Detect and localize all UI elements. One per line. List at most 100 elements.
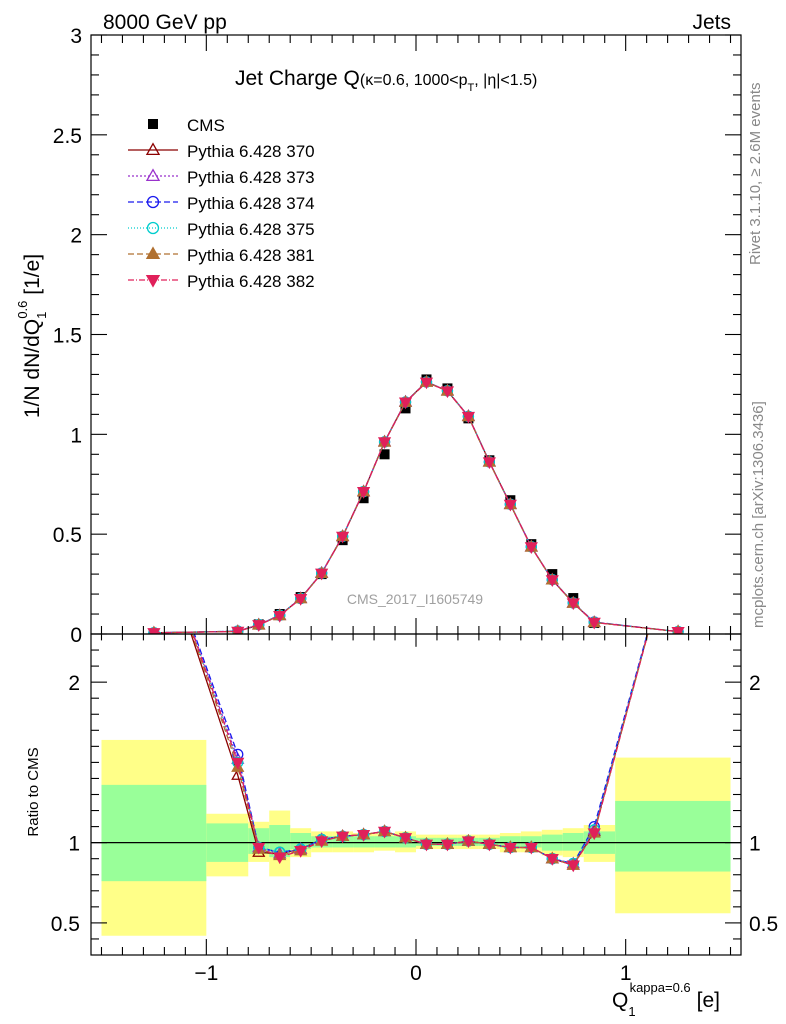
ratio-panel-frame xyxy=(90,633,742,956)
series-point-pythia-6-428-382-7 xyxy=(356,486,371,499)
band-inner-7 xyxy=(353,836,375,848)
ratio-point-pythia-6-428-382-2 xyxy=(252,842,266,855)
ratio-ylabel: Ratio to CMS xyxy=(25,747,42,836)
ylabel-main-text: 1/N dN/dQ xyxy=(21,319,44,418)
legend-label-pythia-6-428-381: Pythia 6.428 381 xyxy=(187,246,315,265)
legend-marker-pythia-6-428-374 xyxy=(146,195,160,209)
x-axis-label: Q1 kappa=0.6 [e] xyxy=(612,980,720,1019)
xlabel-unit: [e] xyxy=(697,989,720,1012)
ratio-point-pythia-6-428-382-13 xyxy=(482,839,497,852)
y-tick-label-main: 1.5 xyxy=(53,325,82,348)
y-tick-label-ratio-left: 0.5 xyxy=(51,913,80,936)
ratio-point-pythia-6-428-382-11 xyxy=(440,839,455,852)
band-inner-17 xyxy=(562,833,584,851)
ratio-point-pythia-6-428-382-9 xyxy=(398,833,413,845)
ratio-point-pythia-6-428-382-8 xyxy=(377,826,392,839)
ratio-point-pythia-6-428-382-5 xyxy=(315,836,329,849)
ratio-point-pythia-6-428-382-18 xyxy=(587,828,601,841)
series-point-pythia-6-428-382-2 xyxy=(252,620,266,632)
series-point-pythia-6-428-382-13 xyxy=(482,457,497,470)
series-point-pythia-6-428-382-4 xyxy=(294,594,308,606)
ratio-point-pythia-6-428-382-6 xyxy=(335,831,350,844)
ratio-point-pythia-6-428-382-4 xyxy=(294,846,308,858)
series-point-pythia-6-428-382-5 xyxy=(315,568,329,581)
series-point-pythia-6-428-382-16 xyxy=(545,575,559,587)
ratio-point-pythia-6-428-382-14 xyxy=(503,842,517,855)
y-tick-label-ratio-left: 1 xyxy=(68,833,80,856)
ylabel-main-unit: [1/e] xyxy=(21,254,44,301)
mcplots-label: mcplots.cern.ch [arXiv:1306.3436] xyxy=(750,401,767,628)
series-point-pythia-6-428-382-6 xyxy=(335,531,350,544)
y-tick-label-ratio-right: 0.5 xyxy=(749,913,778,936)
band-inner-4 xyxy=(290,833,312,850)
axis-ticks xyxy=(91,34,741,955)
ylabel-main-sub: 1 xyxy=(34,312,49,319)
legend-label-pythia-6-428-382: Pythia 6.428 382 xyxy=(187,272,315,291)
band-inner-19 xyxy=(615,800,731,872)
band-inner-0 xyxy=(101,784,207,882)
y-tick-label-main: 2 xyxy=(70,225,82,248)
ratio-point-pythia-6-428-382-15 xyxy=(524,842,538,855)
series-point-pythia-6-428-382-19 xyxy=(671,626,685,634)
ratio-point-pythia-6-428-382-12 xyxy=(461,836,476,849)
legend-marker-pythia-6-428-370 xyxy=(145,142,161,156)
header-jets: Jets xyxy=(692,11,731,34)
series-point-pythia-6-428-382-1 xyxy=(231,626,245,634)
series-point-pythia-6-428-382-9 xyxy=(398,397,413,410)
y-tick-label-main: 0.5 xyxy=(53,524,82,547)
ratio-point-pythia-6-428-382-3 xyxy=(273,852,287,865)
ratio-series-layer xyxy=(190,634,649,873)
ratio-point-pythia-6-428-382-16 xyxy=(545,854,559,866)
axis-tick-labels: −1 0 1 0 0.5 1 1.5 2 2.5 3 0.5 0.5 1 1 2 2 xyxy=(51,25,778,985)
legend: CMS Pythia 6.428 370 Pythia 6.428 373 Pythi… xyxy=(128,116,315,291)
title-cut-sub: T xyxy=(468,82,475,94)
y-tick-label-main: 0 xyxy=(70,624,82,647)
legend-marker-cms xyxy=(148,119,158,129)
title-cut-b: , |η|<1.5) xyxy=(474,72,537,89)
band-inner-8 xyxy=(374,836,396,848)
ratio-point-pythia-6-428-382-10 xyxy=(419,839,434,852)
series-point-pythia-6-428-382-11 xyxy=(440,386,455,399)
xlabel-sup: kappa=0.6 xyxy=(630,980,691,995)
y-tick-label-main: 1 xyxy=(70,424,82,447)
y-tick-label-main: 2.5 xyxy=(53,125,82,148)
y-tick-label-ratio-right: 2 xyxy=(749,672,761,695)
main-ylabel: 1/N dN/dQ1 0.6 [1/e] xyxy=(15,254,49,418)
ratio-point-pythia-6-428-382-17 xyxy=(566,860,580,873)
series-point-pythia-6-428-382-3 xyxy=(273,610,287,623)
series-point-pythia-6-428-382-18 xyxy=(587,617,601,630)
legend-label-pythia-6-428-373: Pythia 6.428 373 xyxy=(187,168,315,187)
series-point-pythia-6-428-382-14 xyxy=(503,499,517,512)
title-cut-a: (κ=0.6, 1000<p xyxy=(360,72,468,89)
uncertainty-bands xyxy=(91,739,741,936)
x-tick-label: −1 xyxy=(194,962,218,985)
series-point-pythia-6-428-382-8 xyxy=(377,437,392,449)
band-inner-3 xyxy=(269,824,291,858)
series-line-pythia-6-428-375 xyxy=(153,381,679,634)
title-prefix: Jet Charge Q xyxy=(235,67,360,90)
legend-label-cms: CMS xyxy=(187,116,225,135)
legend-marker-pythia-6-428-381 xyxy=(145,246,161,260)
x-tick-label: 0 xyxy=(410,962,422,985)
y-tick-label-ratio-right: 1 xyxy=(749,833,761,856)
analysis-id: CMS_2017_I1605749 xyxy=(347,591,483,607)
series-point-pythia-6-428-382-12 xyxy=(461,411,476,424)
series-point-pythia-6-428-382-17 xyxy=(566,598,580,611)
ratio-point-pythia-6-428-382-1 xyxy=(231,757,245,770)
xlabel-q: Q xyxy=(612,989,628,1012)
y-tick-label-ratio-left: 2 xyxy=(68,672,80,695)
main-title: Jet Charge Q(κ=0.6, 1000<pT, |η|<1.5) xyxy=(235,67,537,94)
cms-point-8 xyxy=(379,449,390,460)
legend-label-pythia-6-428-370: Pythia 6.428 370 xyxy=(187,142,315,161)
legend-label-pythia-6-428-375: Pythia 6.428 375 xyxy=(187,220,315,239)
legend-marker-pythia-6-428-382 xyxy=(145,274,161,288)
legend-marker-pythia-6-428-375 xyxy=(146,221,160,235)
series-point-pythia-6-428-382-15 xyxy=(524,542,538,555)
ylabel-main-sup: 0.6 xyxy=(15,301,30,319)
x-tick-label: 1 xyxy=(620,962,632,985)
legend-marker-pythia-6-428-373 xyxy=(145,168,161,182)
main-series-layer xyxy=(147,374,685,634)
ratio-point-pythia-6-428-382-7 xyxy=(356,829,371,842)
series-point-pythia-6-428-382-10 xyxy=(419,377,434,390)
